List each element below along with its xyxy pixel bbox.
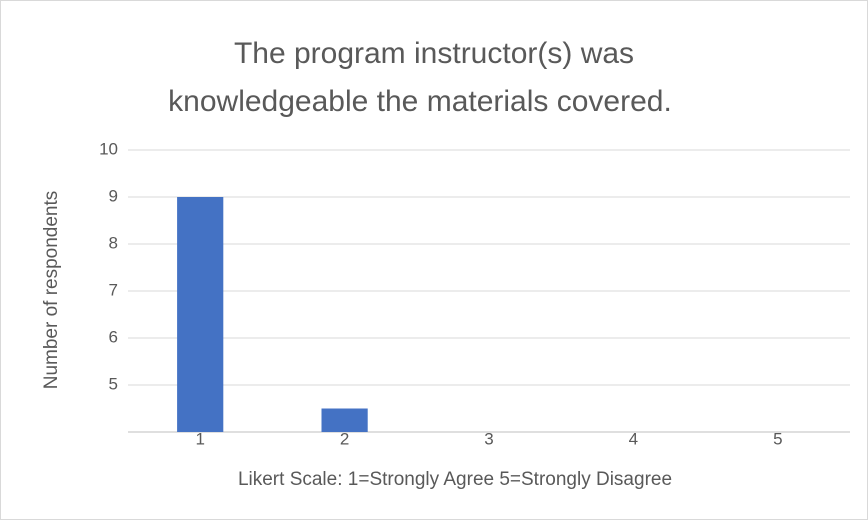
x-tick-label: 5 [773,429,782,448]
x-tick-label: 4 [629,429,638,448]
x-tick-label: 1 [195,429,204,448]
y-axis-title: Number of respondents [41,191,62,390]
y-tick-label: 7 [109,280,118,299]
x-axis-title: Likert Scale: 1=Strongly Agree 5=Strongl… [238,469,672,490]
y-tick-label: 5 [109,374,118,393]
x-tick-label: 2 [340,429,349,448]
x-tick-label: 3 [484,429,493,448]
bar [177,197,224,432]
y-tick-label: 6 [109,327,118,346]
y-tick-label: 8 [109,233,118,252]
bar [321,408,368,432]
y-tick-label: 10 [99,139,118,158]
chart-title: The program instructor(s) was [234,37,634,70]
y-tick-label: 9 [109,186,118,205]
chart-title: knowledgeable the materials covered. [168,85,672,118]
